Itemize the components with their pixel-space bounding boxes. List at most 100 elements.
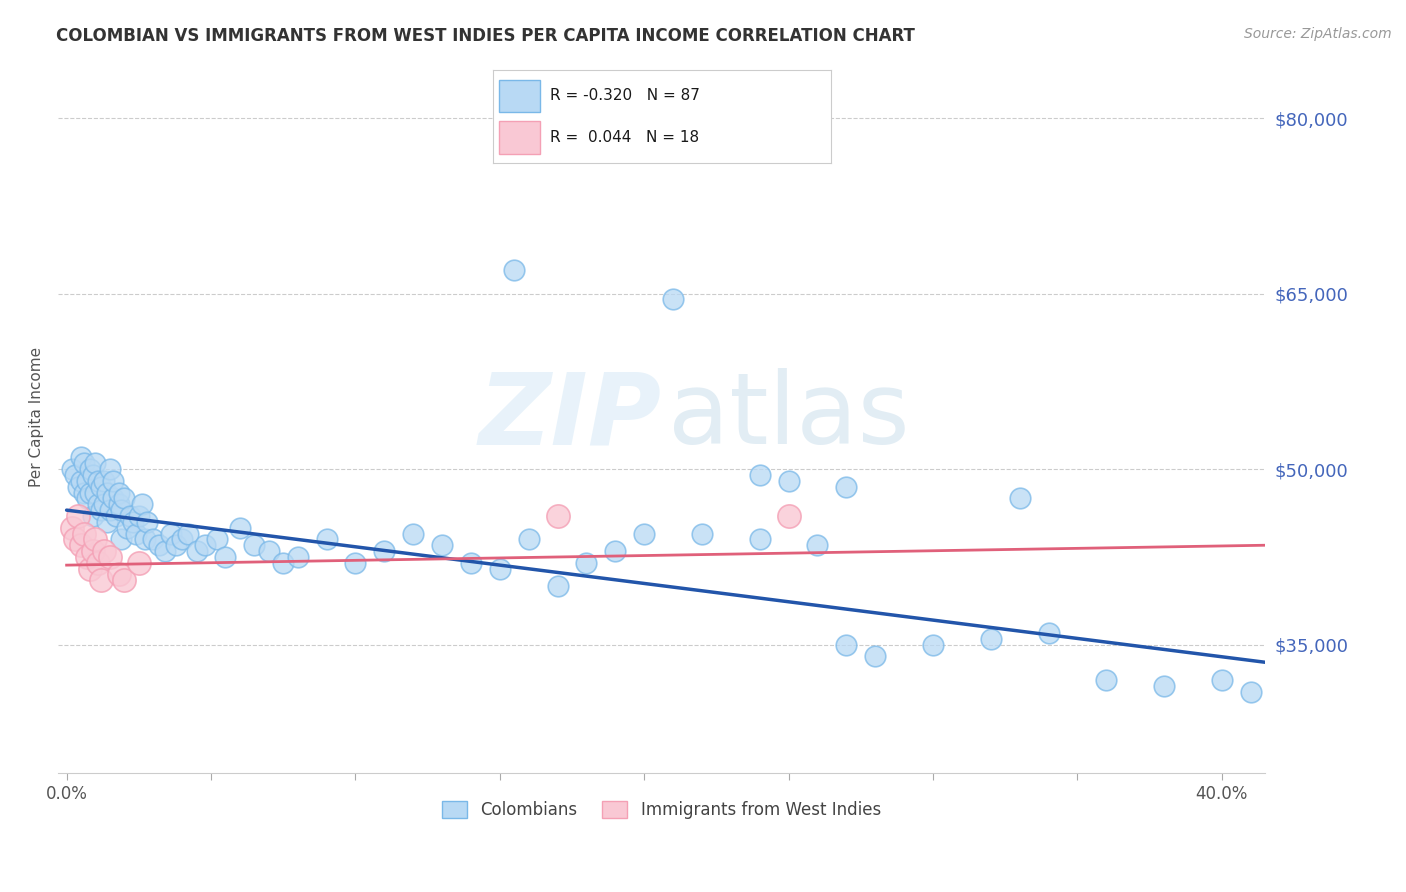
Point: [1240, 684, 1263, 698]
Point: [90, 503, 112, 517]
Point: [60, 521, 83, 535]
Point: [107, 485, 129, 500]
Point: [257, 544, 280, 558]
Point: [117, 521, 139, 535]
Point: [373, 544, 395, 558]
Point: [122, 515, 145, 529]
Point: [60, 462, 83, 476]
Point: [107, 567, 129, 582]
Point: [128, 556, 150, 570]
Point: [96, 515, 118, 529]
Point: [84, 485, 107, 500]
Point: [177, 526, 200, 541]
Point: [70, 538, 93, 552]
Point: [503, 263, 526, 277]
Point: [136, 515, 159, 529]
Point: [748, 468, 770, 483]
Point: [98, 462, 121, 476]
Point: [1008, 491, 1031, 506]
Point: [79, 485, 101, 500]
Point: [104, 508, 127, 523]
Point: [79, 462, 101, 476]
Point: [863, 649, 886, 664]
Y-axis label: Per Capita Income: Per Capita Income: [30, 346, 44, 486]
Point: [87, 474, 110, 488]
Point: [84, 533, 107, 547]
Point: [128, 508, 150, 523]
Point: [90, 480, 112, 494]
Point: [153, 544, 176, 558]
Point: [547, 579, 569, 593]
Point: [70, 474, 93, 488]
Point: [430, 538, 453, 552]
Point: [87, 497, 110, 511]
Point: [98, 503, 121, 517]
Point: [87, 556, 110, 570]
Point: [229, 521, 252, 535]
Point: [1095, 673, 1118, 687]
Point: [633, 526, 655, 541]
Point: [93, 497, 115, 511]
Point: [547, 508, 569, 523]
Point: [605, 544, 627, 558]
Point: [194, 538, 217, 552]
Legend: Colombians, Immigrants from West Indies: Colombians, Immigrants from West Indies: [436, 794, 887, 826]
Point: [73, 485, 96, 500]
Point: [142, 533, 165, 547]
Point: [690, 526, 713, 541]
Point: [214, 549, 236, 564]
Point: [778, 474, 800, 488]
Point: [134, 533, 156, 547]
Point: [1153, 679, 1175, 693]
Text: atlas: atlas: [668, 368, 910, 465]
Point: [112, 491, 135, 506]
Point: [120, 508, 142, 523]
Point: [125, 526, 148, 541]
Point: [90, 574, 112, 588]
Point: [1211, 673, 1233, 687]
Point: [98, 549, 121, 564]
Text: COLOMBIAN VS IMMIGRANTS FROM WEST INDIES PER CAPITA INCOME CORRELATION CHART: COLOMBIAN VS IMMIGRANTS FROM WEST INDIES…: [56, 27, 915, 45]
Point: [488, 561, 510, 575]
Point: [148, 538, 170, 552]
Point: [778, 508, 800, 523]
Point: [84, 456, 107, 470]
Point: [172, 533, 194, 547]
Point: [835, 480, 858, 494]
Point: [70, 450, 93, 465]
Point: [73, 456, 96, 470]
Point: [271, 556, 294, 570]
Point: [67, 508, 90, 523]
Point: [748, 533, 770, 547]
Point: [107, 497, 129, 511]
Point: [82, 544, 104, 558]
Point: [806, 538, 828, 552]
Point: [79, 561, 101, 575]
Point: [101, 474, 124, 488]
Point: [835, 638, 858, 652]
Point: [65, 533, 87, 547]
Point: [73, 526, 96, 541]
Point: [110, 533, 132, 547]
Point: [82, 508, 104, 523]
Point: [287, 549, 309, 564]
Point: [101, 491, 124, 506]
Point: [112, 574, 135, 588]
Point: [93, 544, 115, 558]
Point: [82, 468, 104, 483]
Text: ZIP: ZIP: [478, 368, 662, 465]
Text: Source: ZipAtlas.com: Source: ZipAtlas.com: [1244, 27, 1392, 41]
Point: [1038, 626, 1060, 640]
Point: [159, 526, 181, 541]
Point: [205, 533, 228, 547]
Point: [460, 556, 482, 570]
Point: [315, 533, 337, 547]
Point: [575, 556, 598, 570]
Point: [96, 485, 118, 500]
Point: [110, 503, 132, 517]
Point: [243, 538, 266, 552]
Point: [922, 638, 945, 652]
Point: [65, 468, 87, 483]
Point: [76, 474, 98, 488]
Point: [186, 544, 208, 558]
